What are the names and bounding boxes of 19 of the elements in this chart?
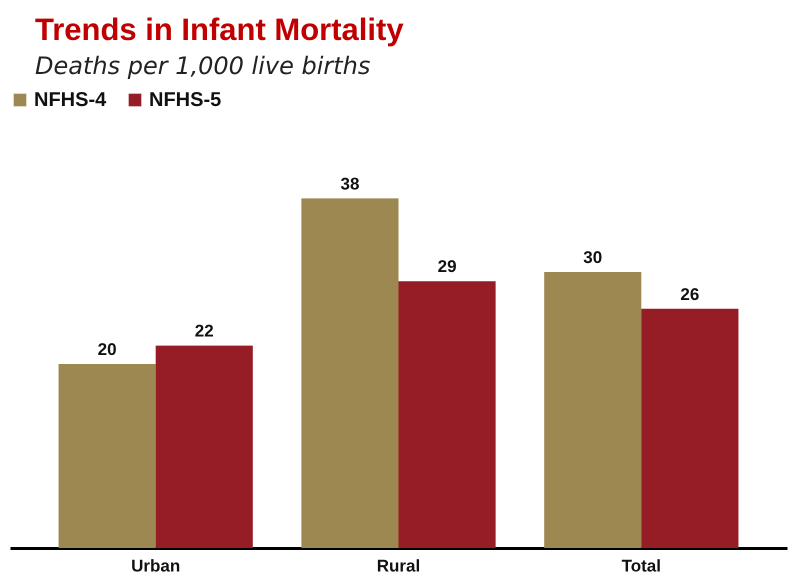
data-label: 29: [438, 257, 457, 276]
legend-label: NFHS-4: [34, 89, 108, 111]
bar: [301, 198, 398, 548]
bar: [156, 346, 253, 548]
data-label: 26: [680, 284, 700, 304]
data-label: 22: [194, 322, 214, 341]
bar: [398, 281, 496, 548]
bar: [544, 272, 642, 548]
data-label: 20: [98, 340, 117, 359]
chart-subtitle: Deaths per 1,000 live births: [35, 52, 370, 80]
legend-label: NFHS-5: [149, 89, 222, 111]
data-label: 30: [583, 248, 602, 267]
chart-title: Trends in Infant Mortality: [35, 12, 404, 47]
x-tick-label: Total: [622, 556, 661, 576]
data-label: 38: [340, 174, 360, 194]
bar: [641, 308, 738, 548]
x-tick-label: Rural: [376, 556, 420, 576]
x-tick-label: Urban: [131, 556, 180, 576]
bar: [58, 364, 156, 548]
